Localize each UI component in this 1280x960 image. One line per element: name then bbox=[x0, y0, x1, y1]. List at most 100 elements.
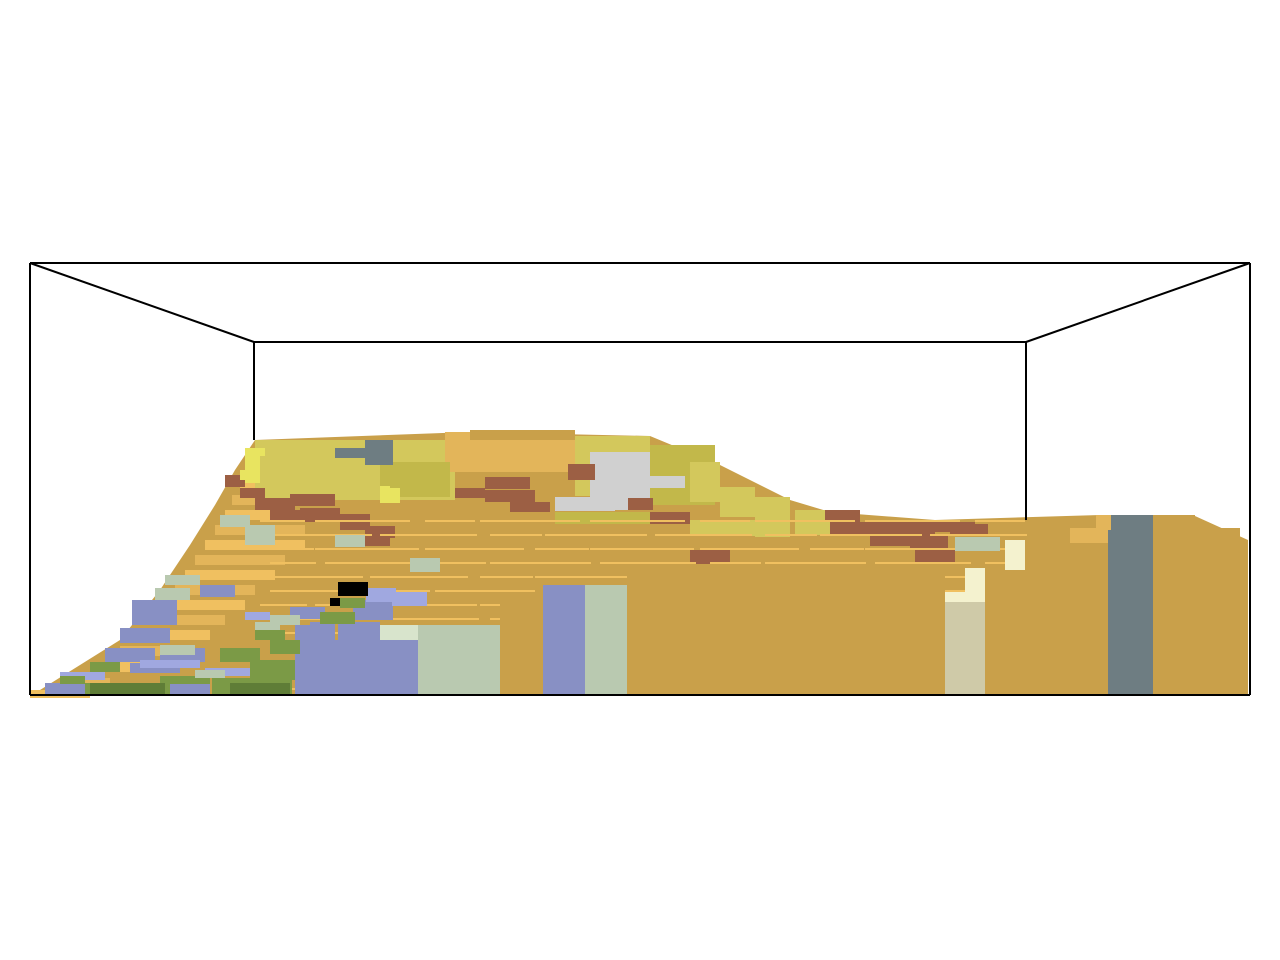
sage-block bbox=[160, 645, 195, 655]
dirt-block bbox=[485, 477, 530, 489]
sand-column bbox=[1096, 515, 1111, 530]
terrain-ledge bbox=[930, 562, 971, 564]
terrain-ledge bbox=[875, 534, 922, 536]
terrain-ledge bbox=[370, 520, 410, 522]
sandstone-top bbox=[930, 592, 985, 602]
plateau-ridge-top bbox=[470, 430, 575, 440]
plateau-olive bbox=[555, 512, 655, 524]
sage-block bbox=[270, 615, 300, 625]
plateau-yellow bbox=[240, 470, 248, 480]
terrain-step bbox=[140, 630, 210, 640]
terrain-ledge bbox=[810, 548, 864, 550]
terrain-ledge bbox=[710, 534, 752, 536]
grass-block bbox=[230, 683, 290, 695]
terrain-ledge bbox=[260, 548, 314, 550]
clay-top bbox=[245, 612, 270, 620]
grass-block bbox=[160, 676, 210, 684]
stone-block bbox=[365, 440, 393, 465]
sage-block bbox=[195, 670, 225, 678]
terrain-ledge bbox=[655, 562, 696, 564]
terrain-ledge bbox=[380, 618, 439, 620]
terrain-ledge bbox=[425, 576, 468, 578]
dirt-block bbox=[870, 534, 910, 546]
sandstone-pillar bbox=[945, 598, 985, 695]
frame-right-diagonal bbox=[1025, 262, 1251, 343]
grass-block bbox=[340, 598, 365, 608]
terrain-ledge bbox=[535, 576, 598, 578]
stone-pillar bbox=[1108, 515, 1153, 695]
terrain-ledge bbox=[425, 520, 475, 522]
voxel-terrain bbox=[30, 430, 1248, 698]
dirt-block bbox=[270, 510, 330, 522]
grass-block bbox=[220, 648, 260, 662]
sage-pillar bbox=[418, 625, 500, 695]
terrain-ledge bbox=[865, 520, 920, 522]
terrain-ledge bbox=[380, 534, 437, 536]
terrain-ledge bbox=[645, 520, 685, 522]
plateau-olive bbox=[795, 510, 830, 535]
sage-top bbox=[380, 625, 418, 640]
sand-column bbox=[627, 570, 945, 695]
clay-block bbox=[120, 628, 170, 643]
plateau-yellow bbox=[255, 448, 265, 456]
terrain-ledge bbox=[380, 590, 430, 592]
dirt-block bbox=[950, 524, 988, 536]
stone-block bbox=[335, 448, 365, 458]
clay-block bbox=[132, 600, 177, 625]
terrain-ledge bbox=[270, 562, 316, 564]
terrain-ledge bbox=[755, 548, 799, 550]
stone-light bbox=[640, 476, 685, 488]
terrain-ledge bbox=[700, 548, 759, 550]
clay-top bbox=[140, 660, 200, 668]
dirt-block bbox=[510, 502, 550, 512]
terrain-ledge bbox=[480, 576, 533, 578]
terrain-ledge bbox=[975, 548, 1034, 550]
sand-column bbox=[1070, 528, 1110, 543]
dirt-block bbox=[360, 536, 390, 546]
dirt-block bbox=[915, 548, 955, 562]
sage-top bbox=[410, 558, 440, 572]
clay-block bbox=[45, 683, 85, 695]
terrain-ledge bbox=[490, 534, 542, 536]
terrain-ledge bbox=[920, 576, 978, 578]
terrain-ledge bbox=[490, 562, 551, 564]
terrain-ledge bbox=[975, 520, 1025, 522]
grass-block bbox=[250, 660, 295, 680]
grass-block bbox=[255, 630, 285, 640]
terrain-ledge bbox=[700, 520, 750, 522]
terrain-step bbox=[155, 615, 225, 625]
terrain-ledge bbox=[435, 618, 479, 620]
stone-light bbox=[555, 497, 615, 511]
terrain-ledge bbox=[260, 576, 323, 578]
sage-block bbox=[220, 515, 250, 527]
terrain-ledge bbox=[865, 548, 929, 550]
terrain-ledge bbox=[600, 534, 647, 536]
sand-column bbox=[1025, 540, 1110, 570]
terrain-ledge bbox=[370, 548, 419, 550]
clay-block bbox=[170, 683, 210, 695]
clay-top bbox=[205, 668, 255, 676]
sage-block bbox=[335, 535, 365, 547]
terrain-ledge bbox=[260, 520, 305, 522]
clay-block bbox=[105, 648, 155, 662]
terrain-ledge bbox=[765, 534, 817, 536]
terrain-ledge bbox=[920, 548, 969, 550]
terrain-ledge bbox=[930, 590, 980, 592]
dirt-block bbox=[628, 498, 653, 510]
terrain-ledge bbox=[810, 520, 855, 522]
grass-block bbox=[90, 662, 120, 672]
terrain-ledge bbox=[755, 520, 815, 522]
bounding-box-frame bbox=[29, 262, 1251, 696]
terrain-ledge bbox=[590, 576, 638, 578]
terrain-ledge bbox=[590, 548, 654, 550]
plateau-olive bbox=[755, 497, 790, 537]
terrain-ledge bbox=[425, 548, 484, 550]
terrain-ledge bbox=[260, 604, 307, 606]
dirt-block bbox=[830, 522, 935, 534]
terrain-ledge bbox=[380, 562, 421, 564]
dirt-block bbox=[690, 550, 730, 564]
frame-left-diagonal bbox=[29, 262, 255, 343]
terrain-ledge bbox=[710, 562, 761, 564]
terrain-ledge bbox=[325, 562, 381, 564]
